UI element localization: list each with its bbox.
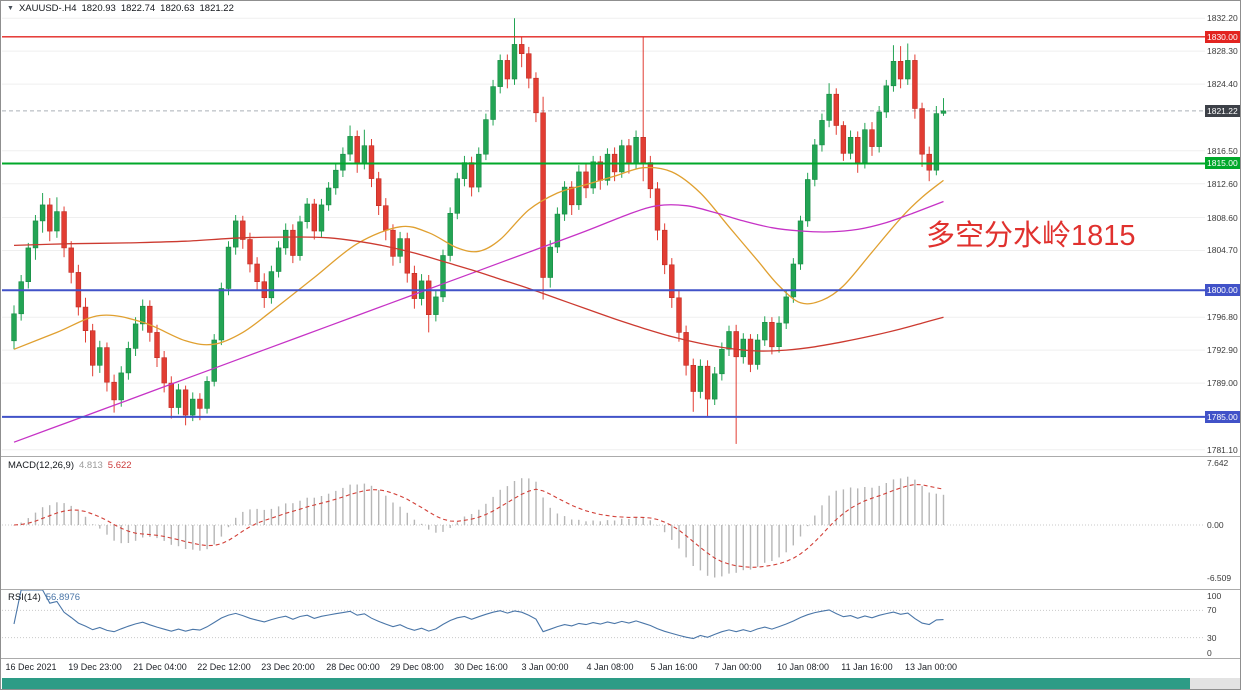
time-axis-label: 3 Jan 00:00 [521, 662, 569, 672]
macd-tick-label: 0.00 [1207, 520, 1224, 530]
chart-info-bar: ▼ XAUUSD-.H4 1820.93 1822.74 1820.63 182… [7, 3, 234, 14]
macd-signal-line [13, 483, 944, 568]
macd-histogram [13, 476, 945, 578]
macd-tick-label: -6.509 [1207, 573, 1232, 583]
time-axis: 16 Dec 2021 19 Dec 23:00 21 Dec 04:00 22 De… [1, 662, 1240, 676]
rsi-pane[interactable] [2, 590, 1205, 658]
rsi-tick-label: 0 [1207, 648, 1212, 658]
price-tick-label: 1804.70 [1207, 245, 1238, 255]
macd-name: MACD(12,26,9) [8, 460, 74, 471]
time-axis-label: 22 Dec 12:00 [197, 662, 251, 672]
horizontal-support-resistance-lines[interactable] [2, 36, 1205, 418]
rsi-name: RSI(14) [8, 592, 41, 603]
rsi-tick-label: 70 [1207, 605, 1217, 615]
ma-fast-line [13, 166, 944, 350]
macd-pane[interactable] [2, 457, 1205, 589]
time-axis-label: 13 Jan 00:00 [904, 662, 958, 672]
price-tick-label: 1828.30 [1207, 46, 1238, 56]
ohlc-low: 1820.63 [160, 3, 195, 14]
price-tick-label: 1808.60 [1207, 213, 1238, 223]
time-axis-label: 29 Dec 08:00 [390, 662, 444, 672]
time-axis-label: 23 Dec 20:00 [261, 662, 315, 672]
macd-main-value: 4.813 [79, 460, 103, 471]
time-axis-label: 7 Jan 00:00 [714, 662, 762, 672]
scrollbar-thumb[interactable] [2, 678, 1190, 689]
price-tick-label: 1796.80 [1207, 312, 1238, 322]
price-tick-label: 1789.00 [1207, 378, 1238, 388]
rsi-value: 56.8976 [45, 592, 81, 603]
time-axis-label: 10 Jan 08:00 [776, 662, 830, 672]
time-axis-label: 4 Jan 08:00 [586, 662, 634, 672]
hline-price-badge: 1830.00 [1205, 31, 1240, 43]
price-tick-label: 1832.20 [1207, 13, 1238, 23]
price-tick-label: 1812.60 [1207, 179, 1238, 189]
chart-scrollbar[interactable] [2, 678, 1240, 689]
time-axis-label: 19 Dec 23:00 [68, 662, 122, 672]
time-axis-label: 28 Dec 00:00 [326, 662, 380, 672]
time-axis-label: 5 Jan 16:00 [650, 662, 698, 672]
symbol-timeframe-label: XAUUSD-.H4 [18, 3, 77, 14]
pane-separator[interactable] [1, 658, 1240, 659]
ma-mid-line [13, 200, 944, 443]
ohlc-open: 1820.93 [81, 3, 116, 14]
ma-slow-line [13, 236, 944, 352]
macd-label: MACD(12,26,9) 4.813 5.622 [8, 460, 132, 471]
pane-separator[interactable] [1, 589, 1240, 590]
price-tick-label: 1792.90 [1207, 345, 1238, 355]
current-price-badge: 1821.22 [1205, 105, 1240, 117]
ohlc-high: 1822.74 [120, 3, 156, 14]
hline-price-badge: 1815.00 [1205, 157, 1240, 169]
rsi-tick-label: 30 [1207, 633, 1217, 643]
rsi-label: RSI(14) 56.8976 [8, 592, 80, 603]
hline-price-badge: 1800.00 [1205, 284, 1240, 296]
time-axis-label: 21 Dec 04:00 [133, 662, 187, 672]
price-chart[interactable] [2, 3, 1205, 456]
price-tick-label: 1824.40 [1207, 79, 1238, 89]
pane-separator[interactable] [1, 456, 1240, 457]
rsi-tick-label: 100 [1207, 591, 1222, 601]
hline-price-badge: 1785.00 [1205, 411, 1240, 423]
time-axis-label: 30 Dec 16:00 [454, 662, 508, 672]
ohlc-close: 1821.22 [199, 3, 234, 14]
price-tick-label: 1781.10 [1207, 445, 1238, 455]
annotation-text: 多空分水岭1815 [926, 220, 1136, 252]
rsi-line [13, 590, 944, 640]
macd-signal-value: 5.622 [107, 460, 132, 471]
gridlines [2, 17, 1205, 451]
time-axis-label: 16 Dec 2021 [5, 662, 57, 672]
price-tick-label: 1816.50 [1207, 146, 1238, 156]
macd-tick-label: 7.642 [1207, 458, 1229, 468]
time-axis-label: 11 Jan 16:00 [841, 662, 893, 672]
symbol-dropdown-icon[interactable]: ▼ [7, 5, 14, 12]
